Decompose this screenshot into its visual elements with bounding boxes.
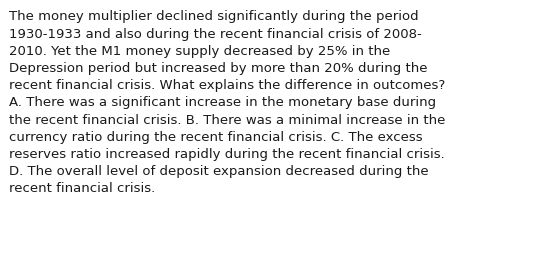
Text: The money multiplier declined significantly during the period
1930-1933 and also: The money multiplier declined significan… <box>9 10 445 195</box>
